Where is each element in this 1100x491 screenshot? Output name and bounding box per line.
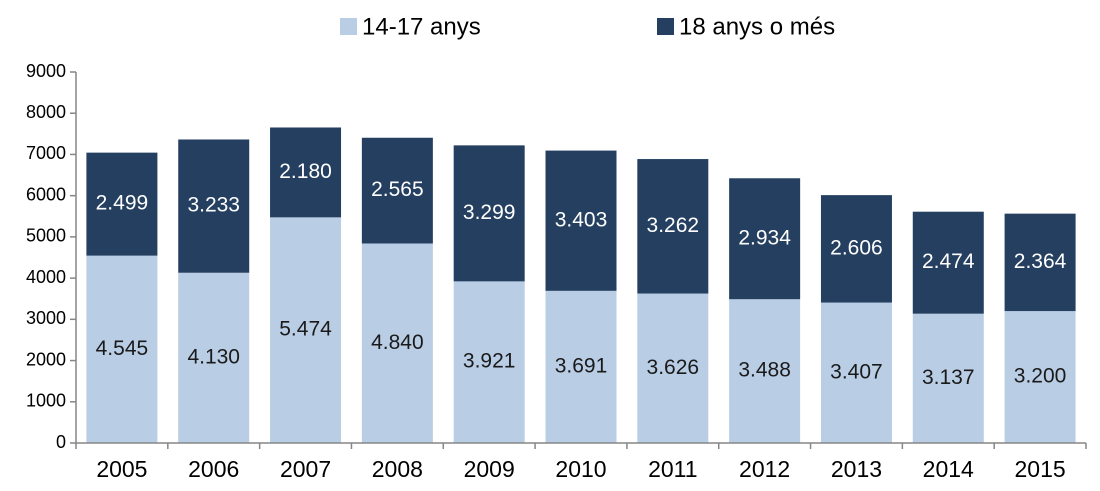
value-label: 5.474 <box>279 318 332 341</box>
value-label: 2.180 <box>279 160 332 183</box>
value-label: 3.233 <box>187 194 240 217</box>
bar-segment <box>270 127 342 218</box>
bar-segment <box>637 159 709 294</box>
value-label: 2.474 <box>922 250 975 273</box>
bar-segment <box>270 217 342 443</box>
value-label: 2.606 <box>830 236 883 259</box>
x-tick-label: 2015 <box>1015 456 1066 482</box>
bar-segment <box>453 145 525 282</box>
bar-segment <box>729 299 801 443</box>
bar-segment <box>912 211 984 314</box>
value-label: 3.403 <box>555 208 608 231</box>
y-tick-label: 8000 <box>26 102 66 122</box>
x-tick-label: 2008 <box>372 456 423 482</box>
value-label: 2.565 <box>371 178 424 201</box>
bar-segment <box>361 137 433 244</box>
bar-segment <box>820 302 892 443</box>
value-label: 3.137 <box>922 366 975 389</box>
y-tick-label: 6000 <box>26 184 66 204</box>
bar-segment <box>86 255 158 443</box>
value-label: 4.840 <box>371 331 424 354</box>
bar-segment <box>637 293 709 443</box>
value-label: 2.499 <box>96 192 149 215</box>
x-tick-label: 2012 <box>739 456 790 482</box>
bar-segment <box>86 152 158 256</box>
y-tick-label: 1000 <box>26 391 66 411</box>
value-label: 3.488 <box>738 359 791 382</box>
x-tick-label: 2009 <box>464 456 515 482</box>
y-tick-label: 0 <box>56 432 66 452</box>
bar-segment <box>545 150 617 291</box>
legend-label: 18 anys o més <box>679 13 835 40</box>
value-label: 3.921 <box>463 350 516 373</box>
y-tick-label: 3000 <box>26 308 66 328</box>
x-tick-label: 2014 <box>923 456 974 482</box>
y-tick-label: 7000 <box>26 143 66 163</box>
value-label: 3.407 <box>830 360 883 383</box>
x-tick-label: 2013 <box>831 456 882 482</box>
bar-segment <box>453 281 525 443</box>
value-label: 3.626 <box>647 356 700 379</box>
bar-segment <box>820 195 892 303</box>
y-tick-label: 2000 <box>26 349 66 369</box>
value-label: 2.934 <box>738 226 791 249</box>
y-tick-label: 5000 <box>26 226 66 246</box>
bar-segment <box>178 139 250 273</box>
y-tick-label: 4000 <box>26 267 66 287</box>
x-tick-label: 2007 <box>280 456 331 482</box>
value-label: 2.364 <box>1014 250 1067 273</box>
bar-segment <box>912 313 984 443</box>
bar-segment <box>1004 311 1076 443</box>
value-label: 3.299 <box>463 201 516 224</box>
value-label: 3.262 <box>647 214 700 237</box>
bar-segment <box>178 272 250 443</box>
legend-label: 14-17 anys <box>362 13 481 40</box>
value-label: 3.691 <box>555 354 608 377</box>
x-tick-label: 2010 <box>555 456 606 482</box>
legend-swatch <box>340 18 357 35</box>
x-tick-label: 2006 <box>188 456 239 482</box>
legend-swatch <box>657 18 674 35</box>
bar-segment <box>1004 213 1076 312</box>
bar-segment <box>729 178 801 300</box>
value-label: 3.200 <box>1014 365 1067 388</box>
bar-segment <box>361 243 433 443</box>
value-label: 4.130 <box>187 345 240 368</box>
y-tick-label: 9000 <box>26 61 66 81</box>
bar-segment <box>545 290 617 443</box>
x-tick-label: 2005 <box>96 456 147 482</box>
value-label: 4.545 <box>96 337 149 360</box>
x-tick-label: 2011 <box>648 456 697 482</box>
